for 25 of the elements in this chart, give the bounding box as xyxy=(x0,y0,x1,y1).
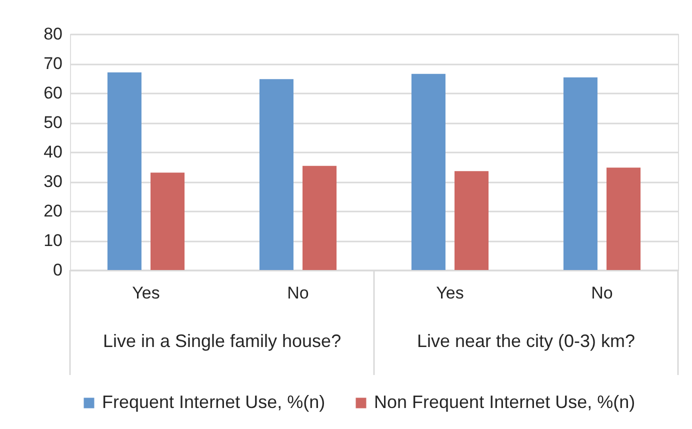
y-tick-label: 0 xyxy=(53,260,62,280)
text: Live in a Single family house? xyxy=(102,331,342,351)
bar xyxy=(150,172,185,270)
bar xyxy=(302,166,337,270)
x-tick-label: No xyxy=(287,284,309,302)
y-tick-label: 80 xyxy=(44,24,62,44)
y-tick-label: 60 xyxy=(44,84,62,102)
bar xyxy=(411,74,446,270)
legend-label: Frequent Internet Use, %(n) xyxy=(102,392,326,412)
text: Live near the city (0-3) km? xyxy=(416,331,636,351)
y-tick-label: 50 xyxy=(44,113,62,132)
legend-label: Non Frequent Internet Use, %(n) xyxy=(374,392,636,412)
bar xyxy=(259,79,294,270)
x-tick-label: Yes xyxy=(436,284,464,302)
x-tick-label: Yes xyxy=(132,284,160,302)
y-tick-label: 40 xyxy=(44,142,62,162)
x-tick-label: No xyxy=(591,284,613,302)
y-tick-label: 70 xyxy=(44,54,62,73)
y-tick-label: 10 xyxy=(44,231,62,250)
y-tick-label: 20 xyxy=(44,202,62,220)
bar xyxy=(107,72,142,270)
bar xyxy=(454,171,489,270)
bar xyxy=(563,77,598,270)
y-tick-label: 30 xyxy=(44,172,62,191)
bar xyxy=(606,168,641,270)
